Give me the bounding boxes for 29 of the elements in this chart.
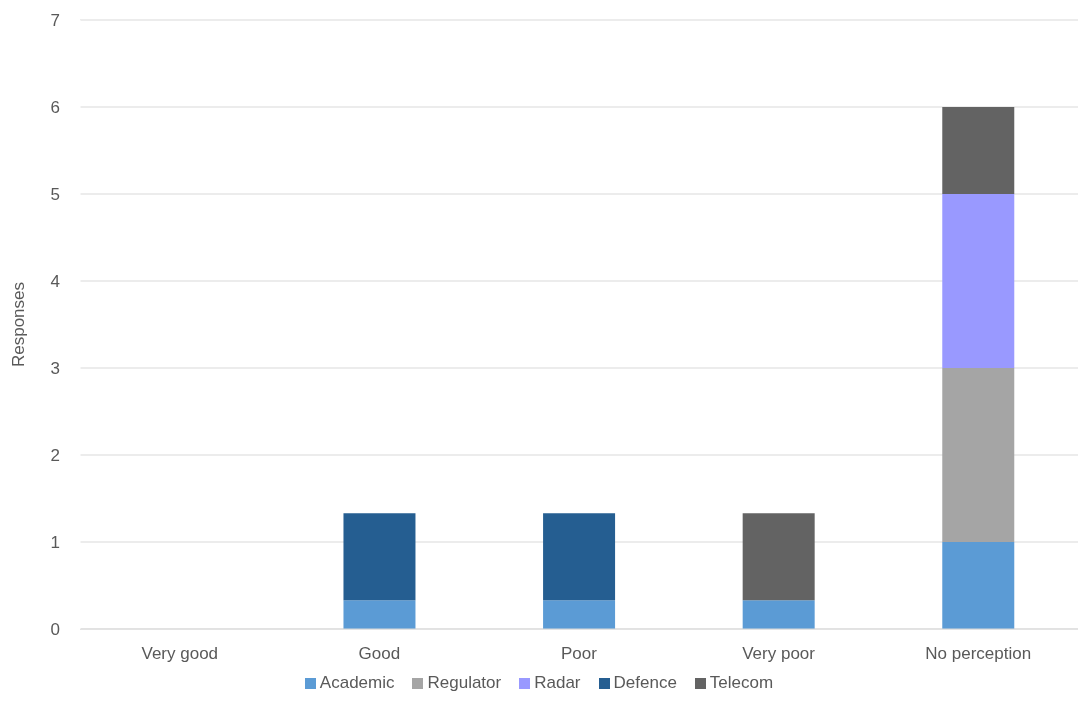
y-tick-label: 1 (50, 533, 60, 553)
bar (942, 107, 1015, 194)
bar (343, 600, 416, 629)
bar (543, 513, 616, 601)
legend-label: Radar (534, 673, 581, 692)
x-tick-label: Good (358, 644, 401, 664)
legend-label: Regulator (427, 673, 502, 692)
y-tick-label: 6 (50, 98, 60, 118)
legend-label: Academic (319, 673, 395, 692)
bar (742, 600, 815, 629)
y-tick-label: 5 (50, 185, 60, 205)
y-tick-label: 7 (50, 11, 60, 31)
y-tick-label: 0 (50, 620, 60, 640)
x-tick-label: Very poor (742, 644, 816, 664)
x-tick-label: Poor (561, 644, 598, 664)
bar (343, 513, 416, 601)
y-axis-title: Responses (9, 281, 29, 368)
legend-label: Defence (613, 673, 677, 692)
bar (942, 194, 1015, 368)
bar (543, 600, 616, 629)
y-tick-label: 2 (50, 446, 60, 466)
y-tick-label: 3 (50, 359, 60, 379)
bar (742, 513, 815, 601)
bar (942, 542, 1015, 629)
bar (942, 368, 1015, 542)
y-tick-label: 4 (50, 272, 60, 292)
x-tick-label: No perception (925, 644, 1032, 664)
x-tick-label: Very good (141, 644, 219, 664)
legend-label: Telecom (709, 673, 774, 692)
